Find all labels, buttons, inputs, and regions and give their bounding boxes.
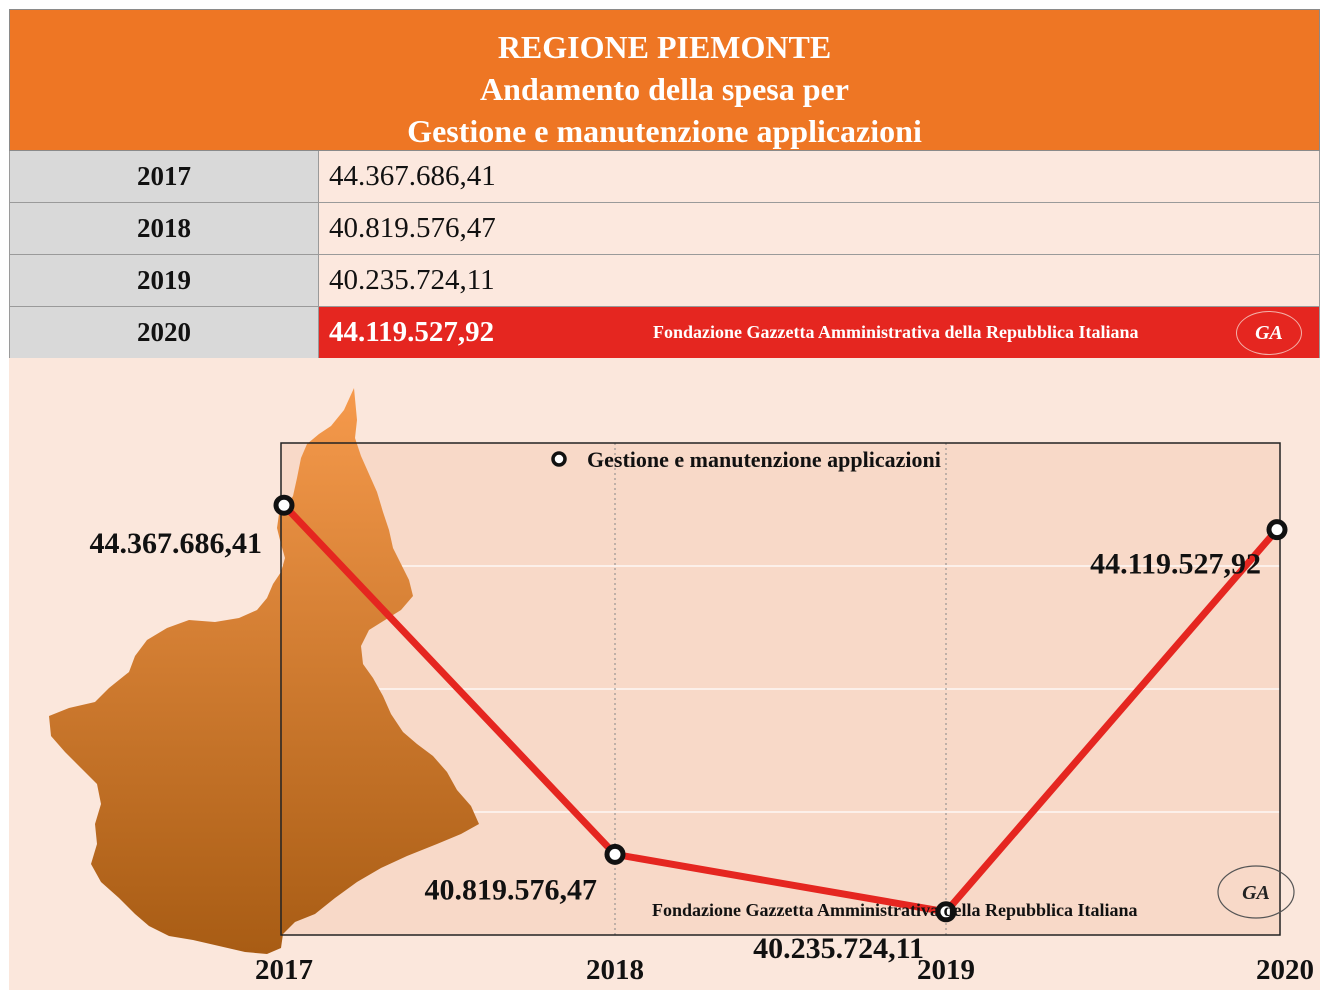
data-labels: 44.367.686,41 40.819.576,47 40.235.724,11 4… — [90, 527, 1262, 965]
table-row: 2019 40.235.724,11 — [9, 255, 1320, 307]
value-cell: 44.119.527,92 — [319, 307, 1319, 358]
gridlines — [281, 443, 1280, 935]
legend-label: Gestione e manutenzione applicazioni — [587, 447, 941, 472]
legend-marker — [551, 451, 567, 467]
chart-area: 44.367.686,41 40.819.576,47 40.235.724,11 4… — [9, 358, 1320, 990]
ga-logo: GA — [1236, 311, 1302, 355]
data-point — [1266, 519, 1288, 541]
data-point — [935, 901, 957, 923]
x-tick-label: 2017 — [255, 954, 313, 986]
watermark-logo-text: GA — [1242, 882, 1270, 904]
title-topic: Gestione e manutenzione applicazioni — [407, 113, 922, 149]
series-line — [281, 502, 1280, 916]
x-tick-label: 2018 — [586, 954, 644, 986]
table-row: 2018 40.819.576,47 — [9, 203, 1320, 255]
data-label: 44.367.686,41 — [90, 527, 263, 560]
year-cell: 2018 — [10, 203, 319, 254]
series-markers — [273, 494, 1288, 923]
data-label: 40.819.576,47 — [425, 873, 598, 906]
title-region: REGIONE PIEMONTE — [497, 29, 832, 65]
table-row: 2017 44.367.686,41 — [9, 151, 1320, 203]
value-cell: 40.235.724,11 — [319, 255, 1319, 306]
foundation-credit: Fondazione Gazzetta Amministrativa della… — [653, 322, 1139, 342]
line-chart: 44.367.686,41 40.819.576,47 40.235.724,11 4… — [9, 358, 1320, 990]
title-banner: REGIONE PIEMONTE Andamento della spesa p… — [9, 9, 1320, 151]
data-point — [604, 843, 626, 865]
year-cell: 2019 — [10, 255, 319, 306]
data-point — [273, 494, 295, 516]
piemonte-map — [49, 388, 479, 954]
x-tick-label: 2019 — [917, 954, 975, 986]
x-tick-label: 2020 — [1256, 954, 1314, 986]
year-cell: 2017 — [10, 151, 319, 202]
x-axis-ticks: 2017 2018 2019 2020 — [255, 954, 1314, 986]
data-label: 40.235.724,11 — [753, 932, 924, 965]
legend: Gestione e manutenzione applicazioni — [551, 447, 941, 472]
watermark-text: Fondazione Gazzetta Amministrativa della… — [652, 900, 1138, 920]
value-cell: 44.367.686,41 — [319, 151, 1319, 202]
watermark: Fondazione Gazzetta Amministrativa della… — [652, 865, 1295, 920]
data-label: 44.119.527,92 — [1090, 548, 1261, 581]
table-row-highlight: 2020 44.119.527,92 Fondazione Gazzetta A… — [9, 307, 1320, 359]
plot-border — [280, 442, 1281, 936]
title-subtitle: Andamento della spesa per — [480, 71, 849, 107]
value-cell: 40.819.576,47 — [319, 203, 1319, 254]
watermark-logo — [1217, 865, 1295, 919]
year-cell: 2020 — [10, 307, 319, 358]
